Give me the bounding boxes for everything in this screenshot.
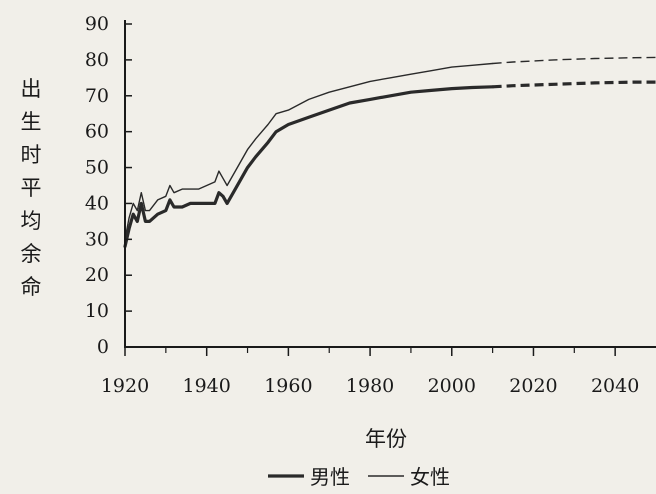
- x-tick-label: 1940: [183, 375, 231, 397]
- y-axis-title-char: 出: [21, 77, 42, 101]
- legend-label-female: 女性: [410, 465, 450, 489]
- legend-label-male: 男性: [310, 465, 350, 489]
- series-line-female: [124, 62, 494, 241]
- series-projection-male: [492, 80, 656, 89]
- y-axis-title-char: 时: [21, 143, 42, 167]
- x-tick-label: 1960: [264, 375, 312, 397]
- y-tick-label: 0: [97, 336, 109, 358]
- ticks-layer: 0 10 20 30 40 50 60 70 80 90 1920 1940 1960 1980 2000 2…: [85, 13, 640, 397]
- axes-layer: [124, 20, 656, 348]
- x-axis-title: 年份: [365, 427, 407, 451]
- y-tick-label: 80: [85, 49, 109, 71]
- y-tick-label: 90: [85, 13, 109, 35]
- y-axis-title-char: 余: [21, 242, 42, 266]
- y-tick-label: 50: [85, 157, 109, 179]
- y-tick-label: 20: [85, 264, 109, 286]
- x-tick-label: 2040: [591, 375, 639, 397]
- y-axis-title-char: 命: [21, 275, 42, 299]
- series-line-male: [123, 85, 495, 249]
- legend: 男性 女性: [268, 465, 450, 489]
- y-tick-label: 40: [85, 192, 109, 214]
- series-projection-female: [492, 56, 656, 65]
- y-tick-label: 70: [85, 85, 109, 107]
- series-layer: [123, 56, 656, 249]
- x-tick-label: 1920: [101, 375, 149, 397]
- y-tick-label: 10: [85, 300, 109, 322]
- y-tick-label: 30: [85, 228, 109, 250]
- y-tick-label: 60: [85, 121, 109, 143]
- x-tick-label: 1980: [346, 375, 394, 397]
- y-axis-title-char: 均: [21, 209, 42, 233]
- y-axis-title-char: 平: [21, 176, 42, 200]
- x-tick-label: 2020: [509, 375, 557, 397]
- y-axis-title-char: 生: [21, 110, 42, 134]
- x-tick-label: 2000: [428, 375, 476, 397]
